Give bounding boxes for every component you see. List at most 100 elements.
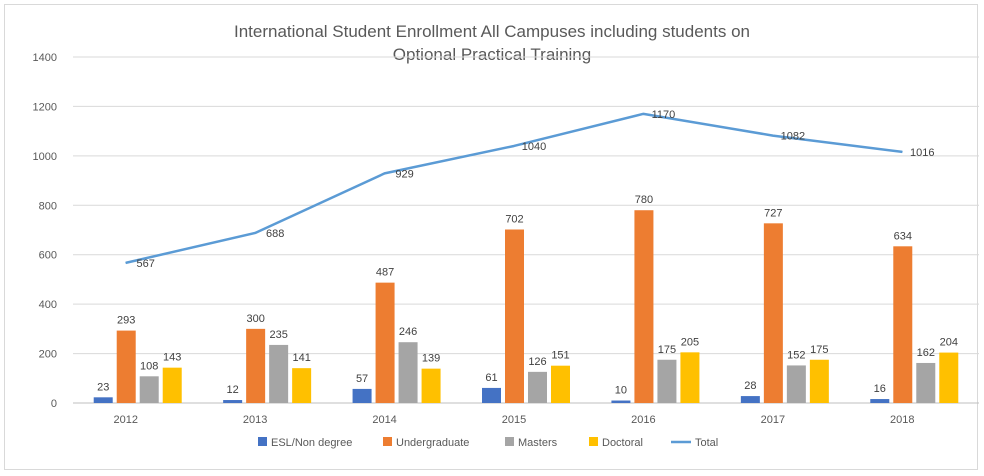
- bar-data-label: 634: [894, 230, 912, 242]
- total-point: [772, 135, 774, 137]
- total-data-label: 1082: [781, 131, 805, 143]
- x-tick-label: 2012: [113, 414, 137, 426]
- chart-title: International Student Enrollment All Cam…: [234, 22, 750, 64]
- bar-esl-non-degree: [482, 387, 501, 403]
- total-line: [125, 112, 903, 265]
- bar-doctoral: [680, 352, 700, 403]
- total-data-label: 929: [395, 168, 413, 180]
- bar-data-label: 151: [551, 350, 569, 362]
- x-axis: 2012 2013 2014 2015 2016 2017 2018: [113, 414, 914, 426]
- bar-doctoral: [292, 368, 312, 403]
- bar-masters: [398, 342, 418, 403]
- total-data-label: 1170: [652, 109, 676, 121]
- bar-data-label: 246: [399, 326, 417, 338]
- total-data-label: 1016: [910, 147, 934, 159]
- bar-data-label: 487: [376, 267, 394, 279]
- bar-data-label: 152: [787, 349, 805, 361]
- bar-data-label: 293: [117, 315, 135, 327]
- bar-data-label: 727: [764, 207, 782, 219]
- bar-masters: [657, 359, 677, 403]
- legend: ESL/Non degree Undergraduate Masters Doctor…: [258, 437, 718, 449]
- total-data-label: 567: [137, 258, 155, 270]
- bar-doctoral: [809, 359, 829, 403]
- bar-doctoral: [421, 368, 441, 403]
- y-tick-label: 1400: [33, 52, 57, 64]
- bar-doctoral: [939, 352, 959, 403]
- legend-swatch: [505, 437, 514, 446]
- total-point: [513, 145, 515, 147]
- legend-label: ESL/Non degree: [271, 437, 352, 449]
- bar-esl-non-degree: [352, 388, 372, 403]
- bar-data-label: 702: [505, 214, 523, 226]
- bar-data-label: 175: [658, 344, 676, 356]
- legend-swatch: [589, 437, 598, 446]
- bar-masters: [269, 344, 289, 403]
- x-tick-label: 2015: [502, 414, 526, 426]
- bar-data-label: 61: [485, 372, 497, 384]
- bar-data-label: 108: [140, 360, 158, 372]
- legend-swatch: [383, 437, 392, 446]
- total-point: [254, 232, 256, 234]
- bar-data-label: 780: [635, 194, 653, 206]
- y-tick-label: 1000: [33, 151, 57, 163]
- bar-esl-non-degree: [93, 397, 113, 403]
- total-point: [901, 151, 903, 153]
- bar-data-label: 28: [744, 380, 756, 392]
- bar-data-label: 204: [940, 337, 958, 349]
- x-tick-label: 2018: [890, 414, 914, 426]
- y-tick-label: 0: [51, 398, 57, 410]
- legend-swatch: [258, 437, 267, 446]
- bar-masters: [916, 362, 936, 403]
- total-point: [384, 172, 386, 174]
- bar-masters: [528, 371, 547, 403]
- bar-data-label: 235: [269, 329, 287, 341]
- bar-data-label: 126: [528, 356, 546, 368]
- x-tick-label: 2016: [631, 414, 655, 426]
- bar-undergraduate: [763, 223, 783, 403]
- chart-frame: International Student Enrollment All Cam…: [4, 4, 979, 470]
- bar-esl-non-degree: [870, 399, 890, 403]
- bar-esl-non-degree: [740, 396, 760, 403]
- bar-undergraduate: [893, 246, 913, 403]
- bar-data-label: 143: [163, 352, 181, 364]
- y-tick-label: 800: [39, 200, 57, 212]
- y-tick-label: 200: [39, 349, 57, 361]
- bar-data-label: 300: [246, 313, 264, 325]
- legend-label: Doctoral: [602, 437, 643, 449]
- bar-data-label: 139: [422, 353, 440, 365]
- bar-doctoral: [551, 365, 570, 403]
- bar-data-label: 16: [874, 383, 886, 395]
- data-labels: 23 12 57 61 10 28 16 293 300 487 702 780 727 634 108 23…: [97, 109, 958, 397]
- bar-data-label: 141: [292, 352, 310, 364]
- chart-title-line-1: International Student Enrollment All Cam…: [234, 22, 750, 41]
- bar-masters: [786, 365, 806, 403]
- bar-undergraduate: [246, 328, 266, 403]
- bar-doctoral: [162, 367, 182, 403]
- bar-undergraduate: [375, 282, 395, 403]
- legend-label: Undergraduate: [396, 437, 469, 449]
- y-tick-label: 600: [39, 250, 57, 262]
- bars: [93, 210, 959, 403]
- chart-title-line-2: Optional Practical Training: [393, 45, 591, 64]
- enrollment-chart: International Student Enrollment All Cam…: [33, 22, 979, 449]
- bar-data-label: 175: [810, 344, 828, 356]
- bar-esl-non-degree: [223, 400, 243, 403]
- total-data-label: 688: [266, 228, 284, 240]
- x-tick-label: 2014: [372, 414, 396, 426]
- bar-data-label: 23: [97, 381, 109, 393]
- y-axis: 0 200 400 600 800 1000 1200 1400: [33, 52, 57, 410]
- legend-label: Total: [695, 437, 718, 449]
- bar-undergraduate: [116, 330, 136, 403]
- bar-data-label: 205: [681, 336, 699, 348]
- x-tick-label: 2017: [761, 414, 785, 426]
- total-data-label: 1040: [522, 141, 546, 153]
- bar-data-label: 162: [917, 347, 935, 359]
- bar-data-label: 10: [615, 385, 627, 397]
- total-point: [642, 113, 644, 115]
- y-tick-label: 1200: [33, 101, 57, 113]
- total-point: [125, 262, 127, 264]
- legend-label: Masters: [518, 437, 558, 449]
- bar-undergraduate: [634, 210, 654, 403]
- bar-undergraduate: [505, 229, 524, 403]
- x-tick-label: 2013: [243, 414, 267, 426]
